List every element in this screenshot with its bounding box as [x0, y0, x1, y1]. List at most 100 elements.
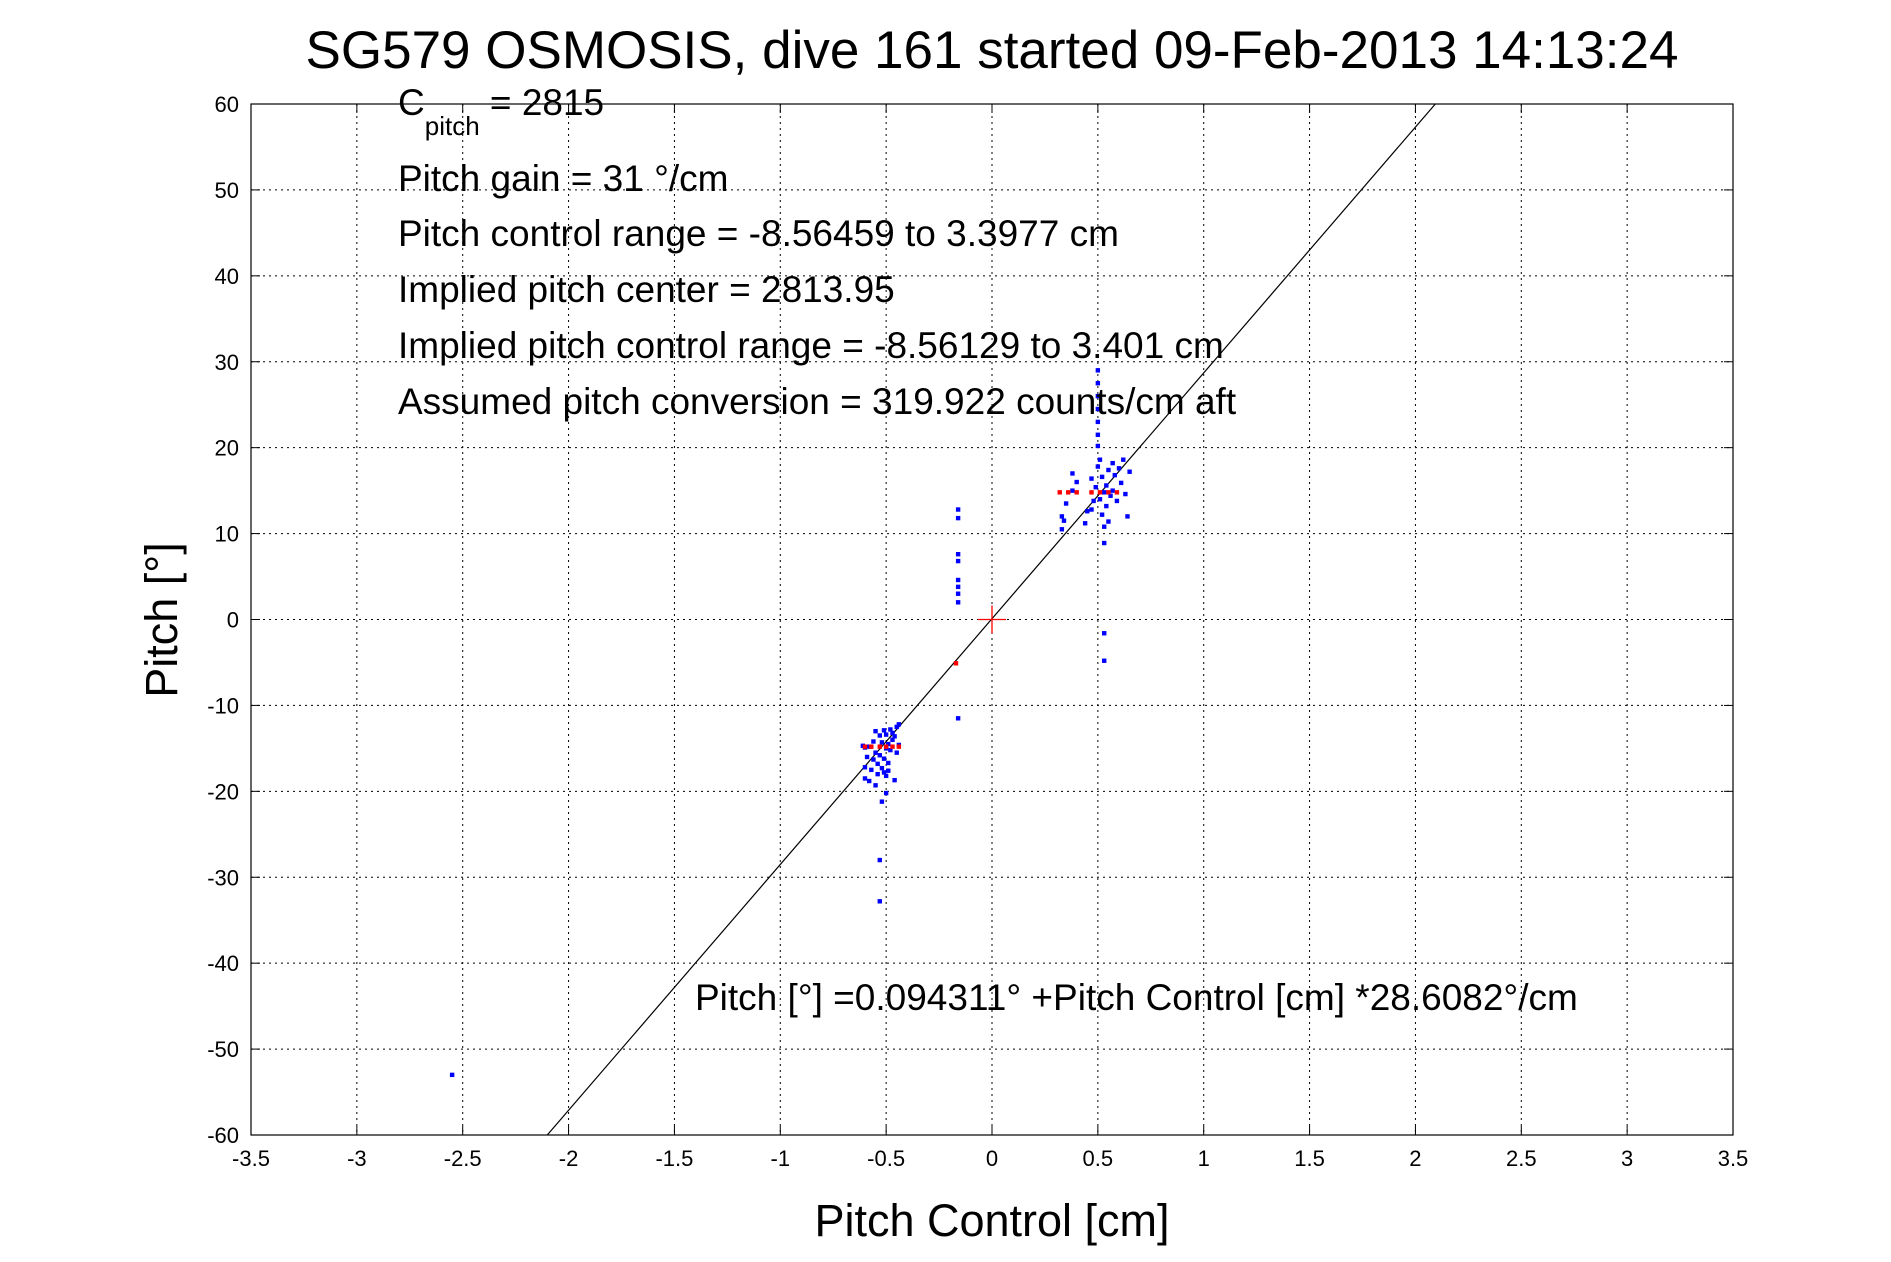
center-marker-group	[978, 605, 1006, 634]
data-point-blue	[1063, 501, 1069, 506]
data-point-blue	[888, 727, 893, 732]
data-point-blue	[1104, 483, 1109, 488]
data-point-blue	[890, 737, 895, 742]
data-point-blue	[1070, 471, 1075, 476]
data-point-blue	[955, 716, 961, 721]
data-point-blue	[1127, 469, 1132, 474]
data-point-blue	[877, 899, 882, 904]
y-tick-label: 40	[215, 264, 239, 289]
data-point-blue	[873, 728, 878, 734]
data-point-blue	[1125, 514, 1130, 519]
data-point-blue	[896, 722, 902, 727]
x-tick-label: -3.5	[232, 1146, 270, 1171]
data-point-blue	[1102, 490, 1107, 495]
data-point-blue	[886, 768, 891, 773]
data-point-blue	[883, 790, 889, 796]
annotation-pitch-gain: Pitch gain = 31 °/cm	[398, 158, 729, 199]
data-point-blue	[1095, 393, 1101, 399]
data-point-blue	[1059, 514, 1065, 519]
data-point-blue	[883, 732, 889, 737]
data-point-blue	[1110, 488, 1115, 493]
data-point-blue	[1091, 498, 1096, 504]
data-point-blue	[886, 760, 891, 766]
data-point-red	[877, 744, 882, 749]
data-point-blue	[1102, 540, 1107, 546]
data-point-blue	[873, 750, 878, 755]
x-tick-label: -1	[771, 1146, 791, 1171]
data-point-blue	[1095, 432, 1101, 437]
data-point-blue	[877, 733, 882, 738]
data-point-red	[1074, 490, 1079, 495]
data-point-blue	[955, 584, 961, 590]
data-point-red	[869, 744, 874, 749]
data-point-blue	[1074, 479, 1079, 485]
data-point-blue	[1093, 484, 1098, 490]
y-ticks: 60 50 40 30 20 10 0 -10 -20 -30 -40 -50 -60	[207, 92, 1733, 1148]
data-point-blue	[879, 740, 885, 745]
data-point-red	[1097, 490, 1103, 495]
data-point-blue	[871, 739, 876, 744]
data-point-blue	[881, 770, 887, 775]
data-point-red	[1057, 490, 1062, 495]
data-point-blue	[1095, 368, 1101, 373]
y-tick-label: 30	[215, 350, 239, 375]
y-tick-label: -20	[207, 779, 239, 804]
x-tick-label: 2.5	[1506, 1146, 1537, 1171]
x-tick-label: -1.5	[655, 1146, 693, 1171]
data-point-blue	[1102, 524, 1107, 529]
c-pitch-value: = 2815	[480, 82, 604, 123]
grid	[251, 104, 1733, 1135]
x-tick-label: -3	[347, 1146, 367, 1171]
x-tick-label: 1	[1198, 1146, 1210, 1171]
data-point-red	[1066, 490, 1071, 495]
data-point-blue	[1104, 503, 1109, 509]
data-point-blue	[1118, 480, 1124, 486]
data-point-blue	[955, 577, 961, 583]
chart-title: SG579 OSMOSIS, dive 161 started 09-Feb-2…	[306, 21, 1679, 80]
data-point-blue	[1116, 466, 1122, 471]
y-tick-label: -60	[207, 1123, 239, 1148]
data-points	[449, 368, 1132, 1078]
data-point-blue	[1099, 474, 1105, 480]
data-point-blue	[1095, 406, 1101, 412]
data-point-blue	[890, 730, 895, 736]
x-tick-label: -2.5	[444, 1146, 482, 1171]
data-point-blue	[1097, 457, 1103, 462]
data-point-blue	[881, 756, 887, 761]
data-point-red	[1106, 490, 1111, 495]
data-point-blue	[955, 558, 961, 564]
y-tick-label: 0	[227, 608, 239, 633]
data-point-red	[890, 744, 895, 749]
annotation-fit-equation: Pitch [°] =0.094311° +Pitch Control [cm]…	[695, 977, 1578, 1018]
data-point-blue	[1110, 460, 1115, 466]
annotation-assumed-conversion: Assumed pitch conversion = 319.922 count…	[398, 381, 1237, 422]
x-axis-label: Pitch Control [cm]	[814, 1195, 1169, 1246]
data-point-blue	[883, 773, 889, 779]
data-point-blue	[1106, 519, 1111, 524]
c-pitch-main: C	[398, 82, 425, 123]
data-point-red	[1114, 490, 1120, 495]
data-point-blue	[871, 757, 876, 762]
y-tick-label: 60	[215, 92, 239, 117]
data-point-blue	[1061, 518, 1067, 523]
data-point-blue	[869, 767, 874, 773]
data-point-blue	[879, 799, 885, 804]
data-point-blue	[888, 747, 893, 753]
data-point-red	[896, 744, 902, 749]
annotation-c-pitch: Cpitch = 2815	[398, 82, 604, 141]
data-point-red	[1089, 490, 1094, 495]
x-tick-label: 3	[1621, 1146, 1633, 1171]
y-axis-label: Pitch [°]	[136, 542, 187, 698]
data-point-red	[883, 744, 889, 749]
data-point-blue	[877, 753, 882, 758]
data-point-blue	[1095, 419, 1101, 425]
y-tick-label: -30	[207, 865, 239, 890]
data-point-blue	[1097, 497, 1103, 502]
data-point-blue	[1102, 658, 1107, 663]
data-point-blue	[881, 728, 887, 733]
data-point-blue	[875, 771, 880, 777]
data-point-blue	[894, 750, 899, 755]
data-point-blue	[864, 754, 870, 760]
y-tick-label: 10	[215, 522, 239, 547]
data-point-blue	[886, 741, 891, 747]
